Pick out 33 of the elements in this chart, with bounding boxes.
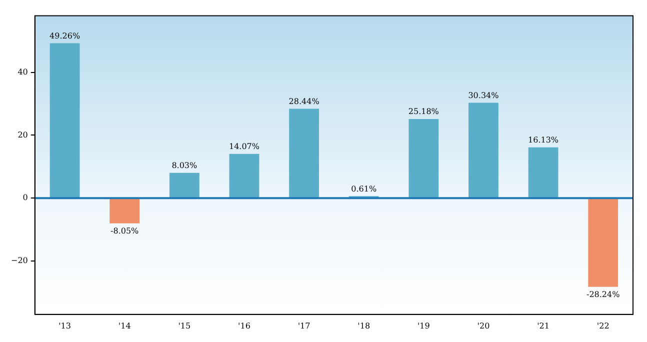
bar: [289, 108, 319, 198]
data-label: 0.61%: [351, 184, 377, 194]
bar: [229, 154, 260, 198]
x-tick-label: '13: [58, 321, 71, 330]
bar: [110, 198, 140, 224]
bar: [50, 43, 80, 198]
data-label: 30.34%: [468, 90, 500, 100]
data-label: 28.44%: [288, 96, 320, 106]
x-tick-label: '19: [417, 321, 430, 330]
data-label: 14.07%: [228, 142, 260, 151]
bar: [528, 147, 558, 198]
x-tick-label: '16: [238, 321, 250, 330]
data-label: -8.05%: [110, 226, 140, 236]
x-tick-label: '15: [178, 321, 191, 330]
data-label: 25.18%: [408, 107, 440, 116]
bar: [169, 172, 200, 198]
y-tick-label: −20: [10, 256, 28, 266]
x-tick-label: '14: [118, 321, 131, 330]
x-tick-label: '20: [477, 321, 490, 330]
x-tick-label: '18: [358, 321, 370, 330]
y-tick-label: 0: [22, 193, 28, 202]
x-tick-label: '21: [537, 321, 550, 330]
data-label: 8.03%: [172, 160, 198, 170]
data-label: 49.26%: [50, 31, 80, 40]
x-tick-label: '17: [298, 321, 310, 330]
data-label: 16.13%: [528, 135, 559, 144]
bar: [588, 198, 618, 287]
y-tick-label: 20: [18, 130, 28, 140]
data-label: -28.24%: [586, 290, 620, 299]
y-tick-label: 40: [18, 67, 28, 76]
bar: [408, 118, 439, 198]
bar: [468, 102, 498, 198]
x-tick-label: '22: [596, 321, 610, 330]
